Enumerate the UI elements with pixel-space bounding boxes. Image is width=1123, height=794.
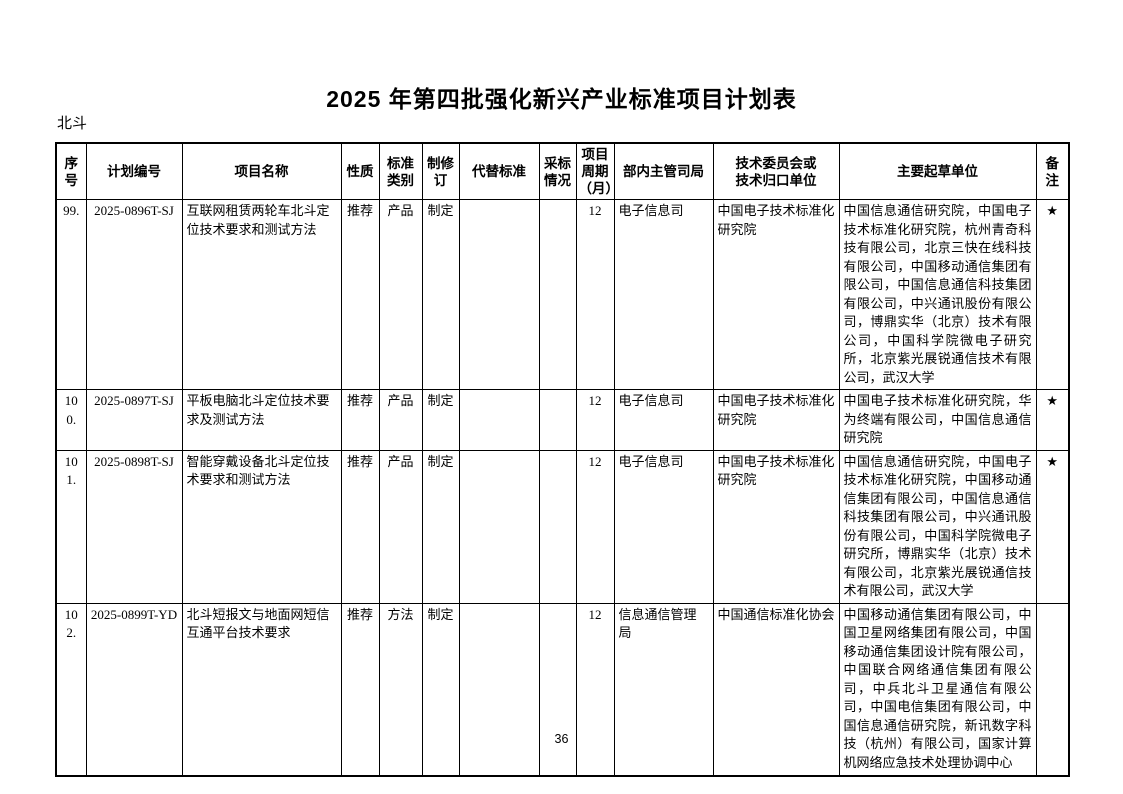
cell-project-name: 北斗短报文与地面网短信互通平台技术要求 bbox=[181, 602, 342, 777]
header-category: 标准 类别 bbox=[378, 142, 423, 200]
cell-cycle: 12 bbox=[575, 389, 615, 451]
cell-drafters: 中国信息通信研究院，中国电子技术标准化研究院，杭州青奇科技有限公司，北京三快在线… bbox=[838, 199, 1037, 390]
cell-seq: 102. bbox=[55, 602, 87, 777]
cell-plan-no: 2025-0898T-SJ bbox=[85, 449, 183, 604]
cell-project-name: 智能穿戴设备北斗定位技术要求和测试方法 bbox=[181, 449, 342, 604]
cell-nature: 推荐 bbox=[340, 199, 380, 390]
cell-category: 产品 bbox=[378, 389, 423, 451]
cell-remark-star: ★ bbox=[1035, 199, 1070, 390]
header-seq: 序 号 bbox=[55, 142, 87, 200]
cell-committee: 中国电子技术标准化研究院 bbox=[712, 199, 840, 390]
cell-seq: 99. bbox=[55, 199, 87, 390]
header-dept: 部内主管司局 bbox=[613, 142, 714, 200]
table-row-102: 102. 2025-0899T-YD 北斗短报文与地面网短信互通平台技术要求 推… bbox=[55, 602, 1070, 777]
cell-replaced-standard bbox=[458, 199, 540, 390]
header-nature: 性质 bbox=[340, 142, 380, 200]
cell-category: 方法 bbox=[378, 602, 423, 777]
cell-seq: 100. bbox=[55, 389, 87, 451]
cell-dept: 电子信息司 bbox=[613, 449, 714, 604]
page-number: 36 bbox=[554, 732, 569, 746]
cell-committee: 中国电子技术标准化研究院 bbox=[712, 449, 840, 604]
cell-remark-star: ★ bbox=[1035, 449, 1070, 604]
cell-seq: 101. bbox=[55, 449, 87, 604]
cell-committee: 中国通信标准化协会 bbox=[712, 602, 840, 777]
cell-revision: 制定 bbox=[421, 199, 460, 390]
cell-cycle: 12 bbox=[575, 449, 615, 604]
cell-adoption bbox=[538, 389, 577, 451]
cell-remark-star bbox=[1035, 602, 1070, 777]
cell-drafters: 中国信息通信研究院，中国电子技术标准化研究院，中国移动通信集团有限公司，中国信息… bbox=[838, 449, 1037, 604]
cell-adoption bbox=[538, 602, 577, 777]
cell-cycle: 12 bbox=[575, 602, 615, 777]
section-label-beidou: 北斗 bbox=[57, 116, 88, 132]
header-committee: 技术委员会或 技术归口单位 bbox=[712, 142, 840, 200]
cell-cycle: 12 bbox=[575, 199, 615, 390]
header-cycle: 项目 周期 （月） bbox=[575, 142, 615, 200]
table-row-99: 99. 2025-0896T-SJ 互联网租赁两轮车北斗定位技术要求和测试方法 … bbox=[55, 199, 1070, 390]
cell-committee: 中国电子技术标准化研究院 bbox=[712, 389, 840, 451]
cell-category: 产品 bbox=[378, 449, 423, 604]
cell-project-name: 互联网租赁两轮车北斗定位技术要求和测试方法 bbox=[181, 199, 342, 390]
cell-remark-star: ★ bbox=[1035, 389, 1070, 451]
cell-revision: 制定 bbox=[421, 449, 460, 604]
cell-revision: 制定 bbox=[421, 602, 460, 777]
standard-project-plan-table: 序 号 计划编号 项目名称 性质 标准 类别 制修 订 代替标准 采标 情况 项… bbox=[55, 142, 1070, 777]
cell-dept: 电子信息司 bbox=[613, 389, 714, 451]
header-drafters: 主要起草单位 bbox=[838, 142, 1037, 200]
table-row-100: 100. 2025-0897T-SJ 平板电脑北斗定位技术要求及测试方法 推荐 … bbox=[55, 389, 1070, 451]
cell-dept: 电子信息司 bbox=[613, 199, 714, 390]
table-header-row: 序 号 计划编号 项目名称 性质 标准 类别 制修 订 代替标准 采标 情况 项… bbox=[55, 142, 1070, 200]
cell-replaced-standard bbox=[458, 602, 540, 777]
header-replaced-standard: 代替标准 bbox=[458, 142, 540, 200]
cell-nature: 推荐 bbox=[340, 602, 380, 777]
cell-plan-no: 2025-0896T-SJ bbox=[85, 199, 183, 390]
cell-plan-no: 2025-0897T-SJ bbox=[85, 389, 183, 451]
header-plan-no: 计划编号 bbox=[85, 142, 183, 200]
cell-revision: 制定 bbox=[421, 389, 460, 451]
cell-nature: 推荐 bbox=[340, 449, 380, 604]
cell-nature: 推荐 bbox=[340, 389, 380, 451]
cell-replaced-standard bbox=[458, 449, 540, 604]
header-revision: 制修 订 bbox=[421, 142, 460, 200]
cell-project-name: 平板电脑北斗定位技术要求及测试方法 bbox=[181, 389, 342, 451]
cell-category: 产品 bbox=[378, 199, 423, 390]
cell-adoption bbox=[538, 199, 577, 390]
cell-adoption bbox=[538, 449, 577, 604]
document-title: 2025 年第四批强化新兴产业标准项目计划表 bbox=[326, 86, 797, 112]
cell-drafters: 中国电子技术标准化研究院，华为终端有限公司，中国信息通信研究院 bbox=[838, 389, 1037, 451]
cell-dept: 信息通信管理局 bbox=[613, 602, 714, 777]
cell-drafters: 中国移动通信集团有限公司，中国卫星网络集团有限公司，中国移动通信集团设计院有限公… bbox=[838, 602, 1037, 777]
header-remark: 备 注 bbox=[1035, 142, 1070, 200]
cell-replaced-standard bbox=[458, 389, 540, 451]
header-adoption: 采标 情况 bbox=[538, 142, 577, 200]
table-row-101: 101. 2025-0898T-SJ 智能穿戴设备北斗定位技术要求和测试方法 推… bbox=[55, 449, 1070, 604]
cell-plan-no: 2025-0899T-YD bbox=[85, 602, 183, 777]
header-project-name: 项目名称 bbox=[181, 142, 342, 200]
